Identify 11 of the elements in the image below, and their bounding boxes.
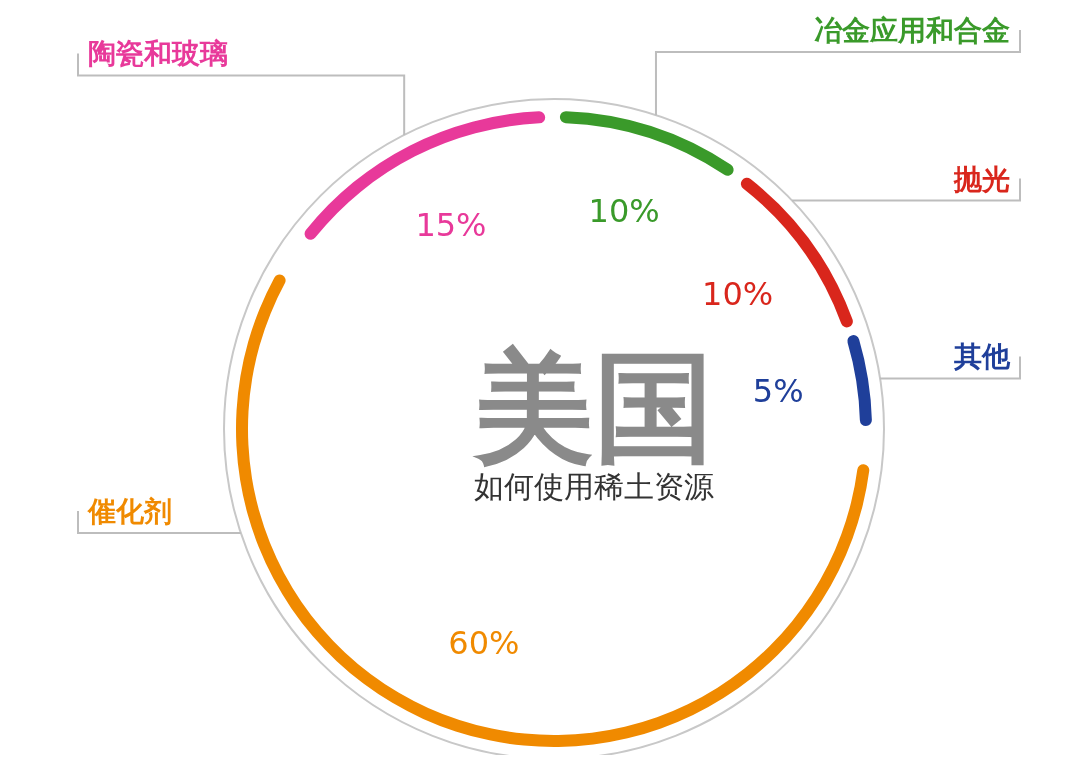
data-label: 5% <box>752 372 804 411</box>
slice-label: 陶瓷和玻璃 <box>88 37 228 71</box>
data-label: 10% <box>588 192 660 231</box>
data-label: 60% <box>448 623 520 662</box>
text: 如何使用稀土资源 <box>474 469 714 504</box>
slice-label: 催化剂 <box>87 495 172 528</box>
slice-label: 冶金应用和合金 <box>814 14 1010 47</box>
slice-label: 抛光 <box>953 162 1010 196</box>
slice-label: 其他 <box>953 340 1011 374</box>
data-label: 15% <box>415 205 487 244</box>
data-label: 10% <box>702 274 774 313</box>
